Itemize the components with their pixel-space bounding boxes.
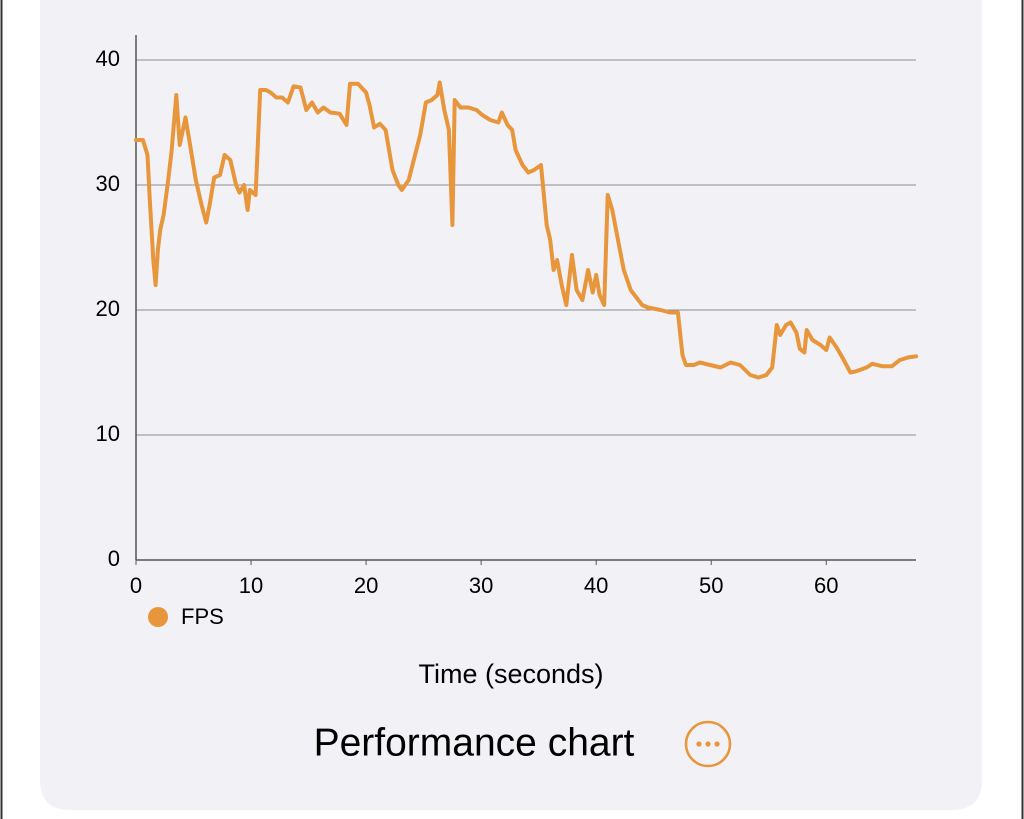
plot: 0 10 20 30 40 0 10 20 30 40 50 60 <box>96 35 918 598</box>
chart-title: Performance chart <box>314 721 635 764</box>
y-tick-label: 0 <box>108 546 120 571</box>
legend-label: FPS <box>181 604 224 629</box>
x-tick-label: 30 <box>469 573 493 598</box>
y-tick-label: 30 <box>96 171 120 196</box>
x-tick-label: 20 <box>354 573 378 598</box>
dot <box>714 741 720 747</box>
x-tick-label: 10 <box>239 573 263 598</box>
y-tick-label: 20 <box>96 296 120 321</box>
x-tick-label: 60 <box>814 573 838 598</box>
x-axis-label: Time (seconds) <box>418 659 603 689</box>
x-tick-label: 40 <box>584 573 608 598</box>
y-tick-label: 10 <box>96 421 120 446</box>
dot <box>705 741 711 747</box>
dot <box>696 741 702 747</box>
data-line <box>134 80 918 380</box>
x-tick-label: 50 <box>699 573 723 598</box>
y-tick-label: 40 <box>96 46 120 71</box>
more-button[interactable] <box>684 720 732 768</box>
more-button-ring[interactable] <box>684 720 732 768</box>
legend-marker <box>148 607 168 627</box>
card <box>40 0 982 810</box>
x-tick-label: 0 <box>130 573 142 598</box>
